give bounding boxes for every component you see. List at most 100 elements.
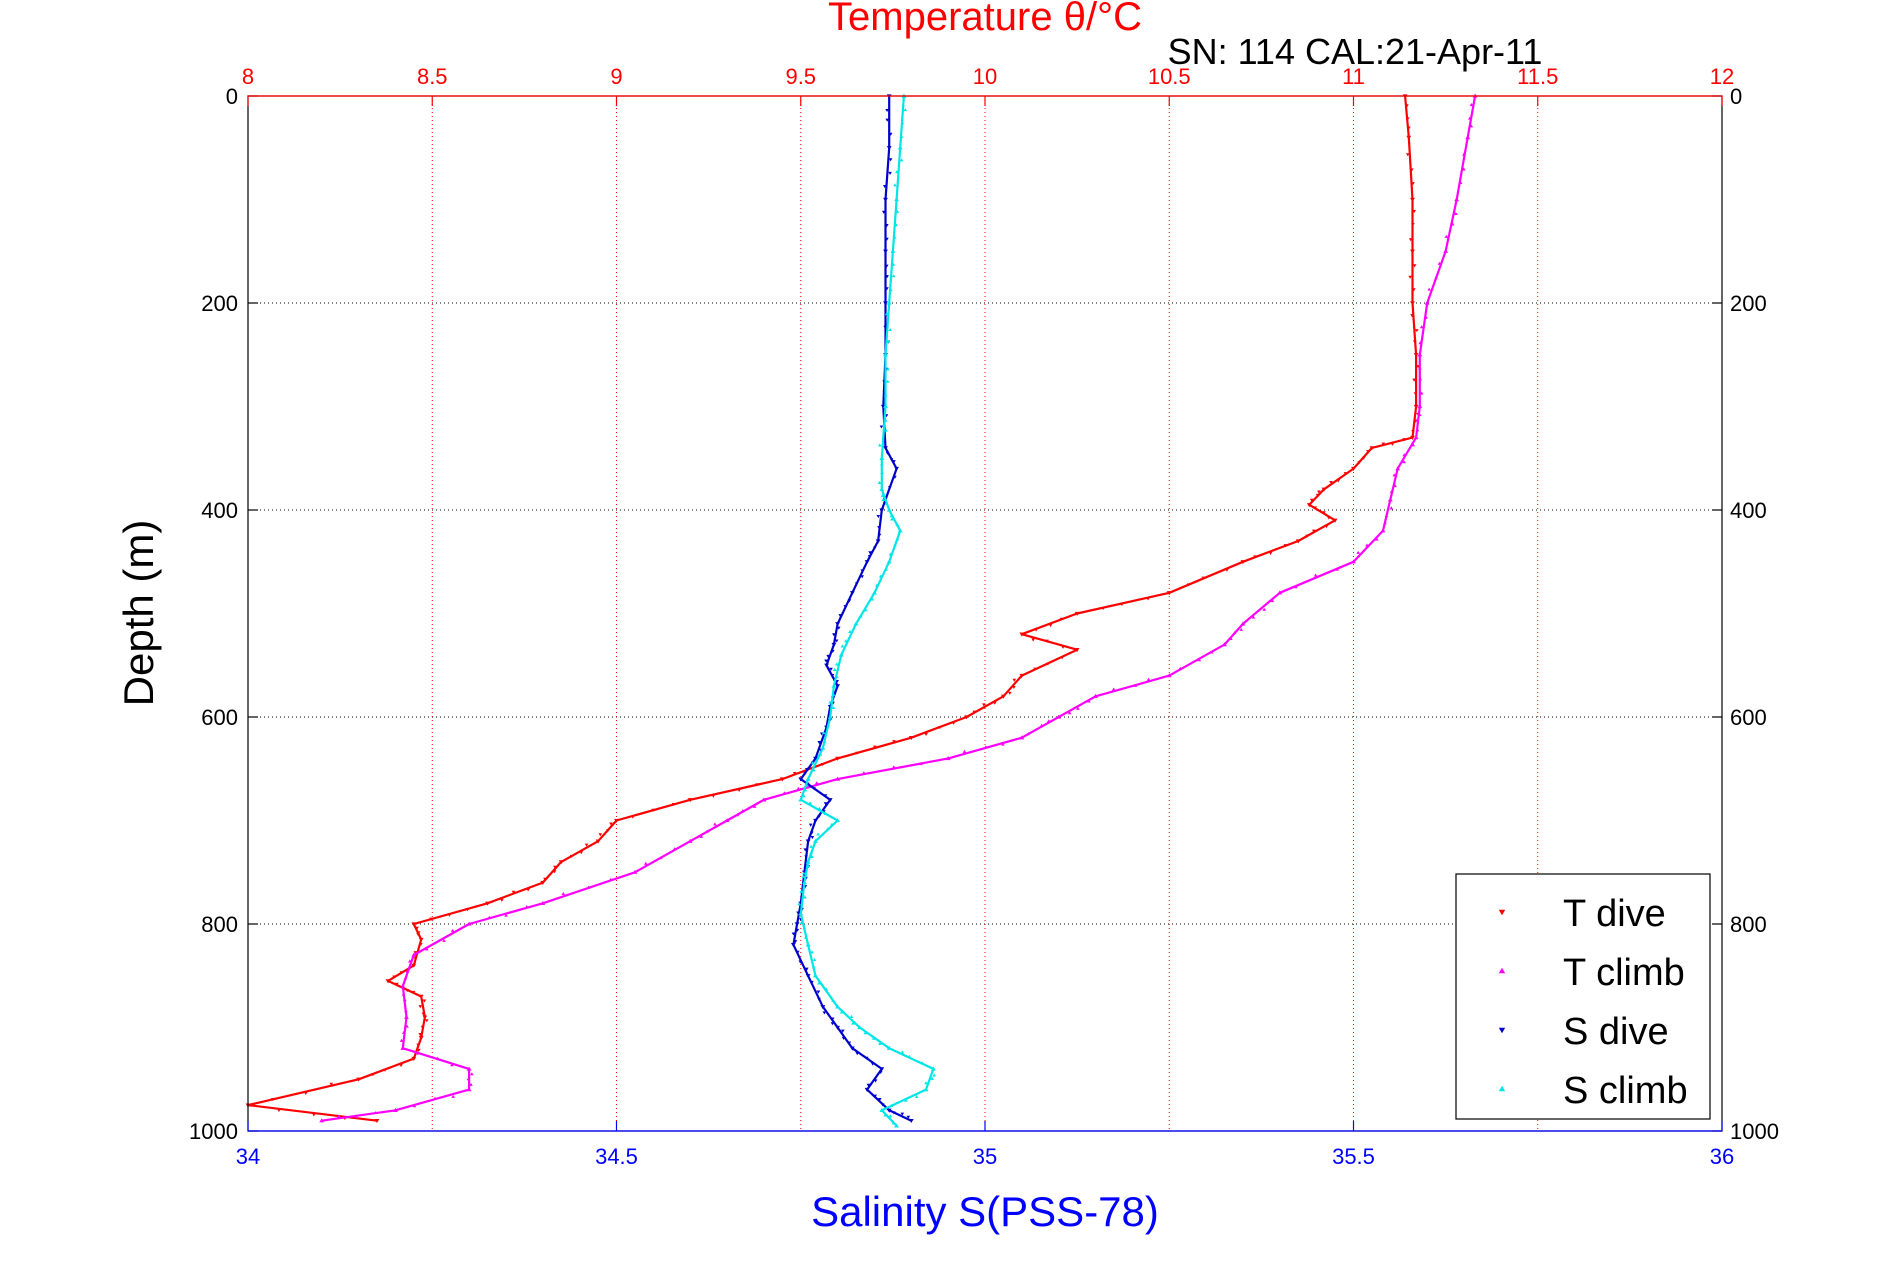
legend-label-s-dive: S dive <box>1563 1011 1669 1053</box>
sample-dot-t-climb <box>1178 666 1183 670</box>
sample-dot-s-dive <box>795 928 800 932</box>
sample-dot-s-climb <box>888 1114 893 1118</box>
sample-dot-s-dive <box>843 605 848 609</box>
data-point-s-dive <box>798 777 804 782</box>
sample-dot-s-dive <box>860 569 865 573</box>
sample-dot-s-climb <box>883 418 888 422</box>
data-point-s-climb <box>897 145 903 150</box>
sample-dot-s-dive <box>791 932 796 936</box>
data-point-t-climb <box>1443 248 1449 253</box>
sample-dot-t-dive <box>371 1073 375 1077</box>
sample-dot-s-climb <box>818 752 823 756</box>
sample-dot-t-climb <box>1469 124 1474 128</box>
data-point-t-climb <box>400 983 406 988</box>
data-point-s-dive <box>908 1118 914 1124</box>
sample-dot-t-climb <box>1232 630 1237 634</box>
temperature-tick-label: 9.5 <box>785 64 816 89</box>
sample-dot-t-dive <box>873 745 877 749</box>
sample-dot-s-climb <box>834 662 839 666</box>
sample-dot-s-dive <box>817 997 821 1001</box>
sample-dot-s-dive <box>841 1036 846 1040</box>
sample-dot-s-climb <box>806 864 811 868</box>
sample-dot-s-dive <box>887 486 892 490</box>
sample-dot-s-climb <box>839 1010 844 1014</box>
sample-dot-t-climb <box>1384 514 1389 518</box>
sample-dot-s-climb <box>889 1103 894 1108</box>
data-point-t-dive <box>595 839 601 844</box>
legend-label-t-climb: T climb <box>1563 952 1685 994</box>
data-point-t-dive <box>411 922 417 927</box>
sample-dot-s-climb <box>900 121 905 125</box>
data-point-t-dive <box>1410 301 1415 306</box>
sample-dot-s-dive <box>809 831 814 835</box>
sample-dot-s-climb <box>808 801 812 805</box>
sample-dot-s-climb <box>883 1113 888 1117</box>
data-point-t-dive <box>385 979 391 984</box>
sample-dot-s-climb <box>889 288 893 292</box>
data-point-s-climb <box>890 248 896 253</box>
sample-dot-t-climb <box>1067 711 1072 715</box>
data-point-t-dive <box>1369 446 1375 451</box>
temperature-tick-label: 10 <box>973 64 997 89</box>
depth-axis-title: Depth (m) <box>115 520 162 707</box>
data-point-s-dive <box>805 974 811 979</box>
sample-dot-t-dive <box>671 802 676 807</box>
sample-dot-s-dive <box>878 1071 883 1075</box>
sample-dot-t-dive <box>1225 568 1229 572</box>
legend: T dive T climb S dive S climb <box>1455 873 1711 1120</box>
sample-dot-t-climb <box>892 765 896 769</box>
sample-dot-t-climb <box>403 976 408 980</box>
sample-dot-s-climb <box>810 761 815 765</box>
sample-dot-t-climb <box>401 1030 406 1034</box>
sample-dot-t-dive <box>553 865 557 869</box>
sample-dot-s-dive <box>798 960 803 964</box>
sample-dot-t-dive <box>1327 516 1331 520</box>
sample-dot-s-dive <box>888 171 892 175</box>
data-point-s-climb <box>886 300 892 305</box>
sample-dot-s-dive <box>830 1022 835 1026</box>
sample-dot-t-dive <box>1405 117 1410 121</box>
data-point-t-dive <box>964 715 969 720</box>
sample-dot-s-climb <box>832 667 837 671</box>
data-point-t-climb <box>687 838 693 843</box>
depth-tick-label-left: 800 <box>201 912 238 937</box>
sample-dot-t-climb <box>1450 222 1455 226</box>
sample-dot-t-dive <box>1329 480 1333 485</box>
sample-dot-t-dive <box>1415 329 1419 333</box>
data-point-t-dive <box>614 818 619 823</box>
sample-dot-t-dive <box>1405 153 1410 157</box>
sample-dot-t-dive <box>855 751 859 755</box>
series-t-climb <box>319 93 1478 1123</box>
data-point-s-dive <box>790 943 796 948</box>
data-point-t-dive <box>1321 487 1327 492</box>
sample-dot-s-dive <box>864 1056 869 1060</box>
sample-dot-s-climb <box>890 517 894 521</box>
sample-dot-s-climb <box>879 462 884 466</box>
data-point-s-dive <box>886 146 892 151</box>
sample-dot-t-climb <box>919 762 923 766</box>
data-point-t-dive <box>908 736 914 741</box>
chart-subtitle: SN: 114 CAL:21-Apr-11 <box>1168 31 1543 72</box>
sample-dot-s-dive <box>855 1052 860 1056</box>
sample-dot-s-dive <box>867 555 872 559</box>
data-point-t-dive <box>1074 611 1080 616</box>
sample-dot-s-dive <box>840 1029 845 1033</box>
sample-dot-s-dive <box>866 1083 871 1087</box>
sample-dot-t-dive <box>951 721 956 725</box>
sample-dot-t-climb <box>1444 234 1449 238</box>
legend-label-s-climb: S climb <box>1563 1070 1688 1112</box>
data-point-s-dive <box>879 508 885 513</box>
sample-dot-t-dive <box>1405 104 1409 108</box>
sample-dot-t-climb <box>1415 418 1419 422</box>
sample-dot-t-climb <box>1462 167 1466 171</box>
sample-dot-t-dive <box>552 870 557 874</box>
sample-dot-s-climb <box>797 902 801 906</box>
data-point-s-climb <box>813 973 818 978</box>
data-point-t-dive <box>779 777 785 782</box>
sample-dot-t-dive <box>1336 479 1341 483</box>
sample-dot-s-dive <box>804 855 808 859</box>
sample-dot-s-climb <box>904 1098 908 1102</box>
sample-dot-t-dive <box>500 898 504 902</box>
data-point-t-dive <box>356 1077 361 1082</box>
